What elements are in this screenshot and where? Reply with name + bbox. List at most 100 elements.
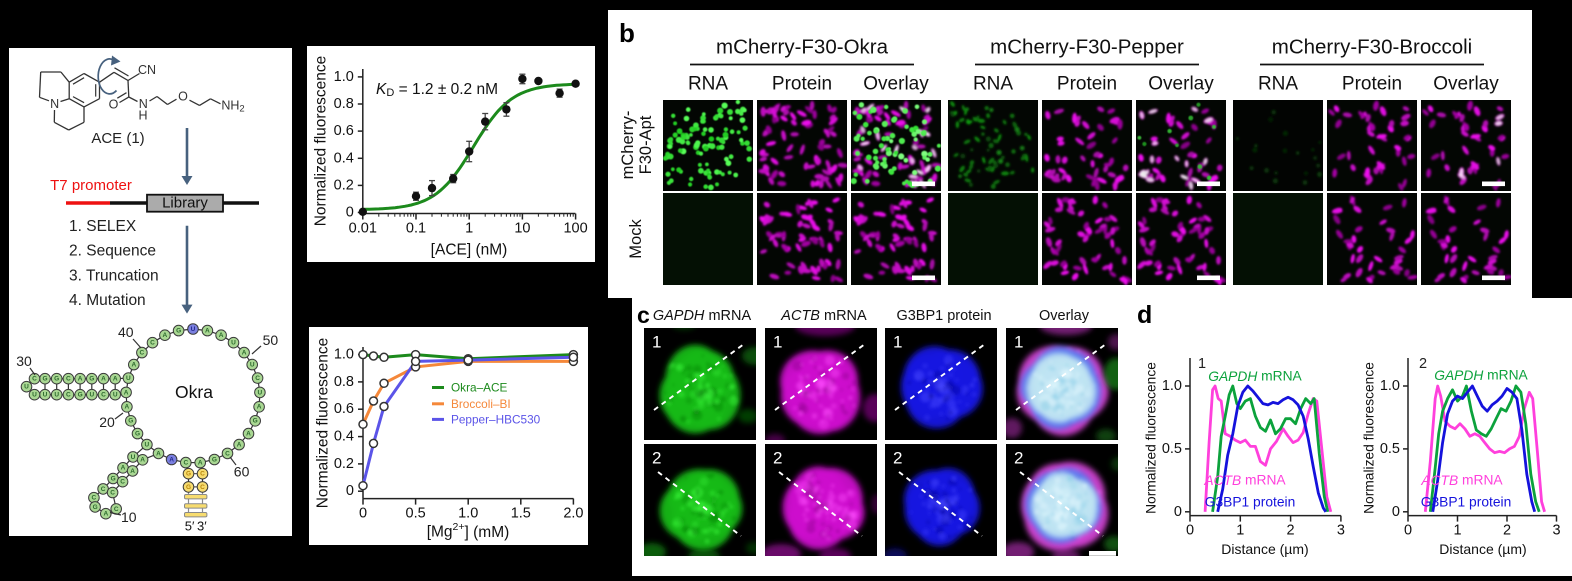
svg-text:C: C xyxy=(92,495,97,502)
svg-text:Library: Library xyxy=(162,195,208,212)
svg-text:Overlay: Overlay xyxy=(1039,308,1090,324)
svg-text:G3BP1 protein: G3BP1 protein xyxy=(1421,495,1512,510)
svg-text:U: U xyxy=(126,375,131,382)
svg-text:F30-Apt: F30-Apt xyxy=(637,115,655,174)
svg-text:C: C xyxy=(66,376,71,383)
svg-text:G3BP1 protein: G3BP1 protein xyxy=(1205,495,1296,510)
svg-text:0.6: 0.6 xyxy=(334,401,354,417)
svg-text:A: A xyxy=(78,376,83,383)
svg-text:d: d xyxy=(1137,301,1152,329)
svg-text:Distance (µm): Distance (µm) xyxy=(1221,541,1308,557)
svg-text:C: C xyxy=(66,392,71,399)
svg-text:0.8: 0.8 xyxy=(334,374,354,390)
svg-text:KD = 1.2 ± 0.2 nM: KD = 1.2 ± 0.2 nM xyxy=(376,81,498,100)
svg-text:A: A xyxy=(237,442,242,449)
svg-text:G: G xyxy=(42,376,47,383)
svg-text:U: U xyxy=(231,340,236,347)
svg-text:GAPDH mRNA: GAPDH mRNA xyxy=(1208,369,1302,384)
svg-text:10: 10 xyxy=(121,509,137,525)
svg-text:G: G xyxy=(186,484,191,491)
svg-text:A: A xyxy=(163,332,168,339)
svg-text:2: 2 xyxy=(652,449,661,468)
svg-text:G: G xyxy=(111,475,116,482)
svg-text:0: 0 xyxy=(1404,523,1412,539)
svg-text:mCherry-F30-Pepper: mCherry-F30-Pepper xyxy=(990,36,1184,59)
svg-text:Protein: Protein xyxy=(1342,74,1402,95)
svg-text:2.0: 2.0 xyxy=(563,506,583,522)
svg-text:50: 50 xyxy=(263,332,279,348)
svg-text:A: A xyxy=(140,457,145,464)
svg-text:Okra: Okra xyxy=(175,382,213,402)
svg-text:0: 0 xyxy=(1392,504,1400,520)
svg-text:H: H xyxy=(138,109,147,123)
svg-text:A: A xyxy=(156,450,161,457)
svg-text:0: 0 xyxy=(346,483,354,499)
svg-text:A: A xyxy=(113,376,118,383)
svg-text:0: 0 xyxy=(1174,504,1182,520)
svg-text:1: 1 xyxy=(1014,333,1023,352)
svg-text:GAPDH mRNA: GAPDH mRNA xyxy=(1434,368,1528,383)
svg-text:U: U xyxy=(250,362,255,369)
svg-text:1. SELEX: 1. SELEX xyxy=(69,218,137,235)
svg-text:1.0: 1.0 xyxy=(334,69,354,85)
svg-text:0.5: 0.5 xyxy=(1380,441,1400,457)
svg-text:1.5: 1.5 xyxy=(511,506,531,522)
svg-text:ACE (1): ACE (1) xyxy=(91,130,144,147)
svg-text:0.6: 0.6 xyxy=(334,123,354,139)
svg-text:A: A xyxy=(131,362,136,369)
svg-text:C: C xyxy=(150,340,155,347)
svg-text:1.0: 1.0 xyxy=(458,506,478,522)
svg-text:C: C xyxy=(101,486,106,493)
svg-text:1: 1 xyxy=(1453,523,1461,539)
svg-text:1: 1 xyxy=(1236,523,1244,539)
svg-text:U: U xyxy=(258,389,263,396)
svg-text:1.0: 1.0 xyxy=(1162,378,1182,394)
svg-text:0.4: 0.4 xyxy=(334,429,354,445)
svg-text:C: C xyxy=(110,489,115,496)
svg-text:NH2: NH2 xyxy=(221,98,244,114)
svg-text:U: U xyxy=(43,392,48,399)
svg-text:C: C xyxy=(32,376,37,383)
svg-text:4. Mutation: 4. Mutation xyxy=(69,292,146,309)
svg-text:2. Sequence: 2. Sequence xyxy=(69,243,156,260)
svg-text:U: U xyxy=(32,392,37,399)
svg-text:[ACE] (nM): [ACE] (nM) xyxy=(431,242,508,259)
svg-text:b: b xyxy=(619,18,635,48)
svg-text:Overlay: Overlay xyxy=(863,74,929,95)
svg-text:C: C xyxy=(120,479,125,486)
svg-text:N: N xyxy=(50,97,59,111)
svg-text:3. Truncation: 3. Truncation xyxy=(69,267,159,284)
svg-text:G: G xyxy=(78,392,83,399)
svg-text:C: C xyxy=(225,450,230,457)
svg-text:0: 0 xyxy=(346,205,354,221)
svg-text:A: A xyxy=(103,511,108,518)
svg-text:2: 2 xyxy=(1287,523,1295,539)
svg-text:0: 0 xyxy=(359,506,367,522)
svg-text:[Mg2+] (mM): [Mg2+] (mM) xyxy=(427,521,510,541)
svg-text:0.1: 0.1 xyxy=(406,221,426,237)
svg-text:RNA: RNA xyxy=(973,74,1013,95)
svg-text:G: G xyxy=(212,456,217,463)
svg-text:U: U xyxy=(191,326,196,333)
svg-text:5′ 3′: 5′ 3′ xyxy=(185,519,208,534)
svg-text:Normalized fluorescence: Normalized fluorescence xyxy=(1362,362,1377,514)
svg-text:C: C xyxy=(140,350,145,357)
svg-text:60: 60 xyxy=(234,464,250,480)
svg-text:U: U xyxy=(54,392,59,399)
svg-text:G: G xyxy=(135,431,140,438)
svg-text:A: A xyxy=(242,350,247,357)
svg-text:A: A xyxy=(198,460,203,467)
svg-text:G: G xyxy=(93,504,98,511)
svg-text:A: A xyxy=(124,389,129,396)
svg-text:G: G xyxy=(89,376,94,383)
svg-text:A: A xyxy=(257,404,262,411)
svg-text:G: G xyxy=(253,418,258,425)
svg-text:U: U xyxy=(89,392,94,399)
svg-text:3: 3 xyxy=(1552,523,1560,539)
svg-text:Mock: Mock xyxy=(627,219,645,259)
svg-text:Normalized fluorescence: Normalized fluorescence xyxy=(313,56,330,227)
svg-text:0.4: 0.4 xyxy=(334,150,354,166)
svg-text:40: 40 xyxy=(118,324,134,340)
svg-text:O: O xyxy=(109,97,119,111)
svg-text:10: 10 xyxy=(514,221,530,237)
